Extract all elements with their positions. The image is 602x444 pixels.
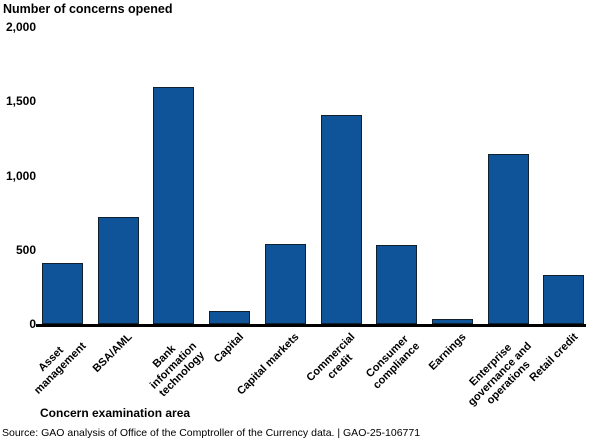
bar-bsa-aml (97, 217, 139, 324)
y-tick-2000: 2,000 (5, 20, 36, 34)
bar-retail-credit (543, 274, 585, 324)
x-axis-line (36, 324, 586, 327)
bar-enterprise-governance-and-operations (487, 153, 529, 324)
bar-asset-management (42, 263, 83, 324)
source-note: Source: GAO analysis of Office of the Co… (2, 427, 421, 439)
x-label-commercial-credit: Commercial credit (304, 331, 358, 385)
bar-capital-markets (264, 243, 306, 324)
bar-commercial-credit (320, 115, 362, 324)
x-label-capital: Capital (211, 331, 247, 366)
y-axis-title: Number of concerns opened (3, 2, 173, 16)
x-axis-title: Concern examination area (40, 406, 191, 420)
bar-bank-information-technology (153, 87, 195, 324)
bar-earnings (432, 318, 474, 324)
x-label-earnings: Earnings (427, 331, 470, 373)
bar-capital (209, 310, 251, 324)
y-tick-0: 0 (29, 317, 36, 331)
x-label-bank-information-technology: Bank information technology (148, 339, 208, 400)
x-label-bsa-aml: BSA/AML (90, 331, 135, 375)
x-label-consumer-compliance: Consumer compliance (364, 333, 423, 392)
x-label-capital-markets: Capital markets (235, 331, 302, 398)
bar-consumer-compliance (376, 245, 418, 324)
x-label-asset-management: Asset management (31, 339, 88, 397)
y-tick-500: 500 (15, 242, 36, 257)
y-tick-1000: 1,000 (5, 168, 36, 183)
y-tick-1500: 1,500 (5, 94, 36, 109)
